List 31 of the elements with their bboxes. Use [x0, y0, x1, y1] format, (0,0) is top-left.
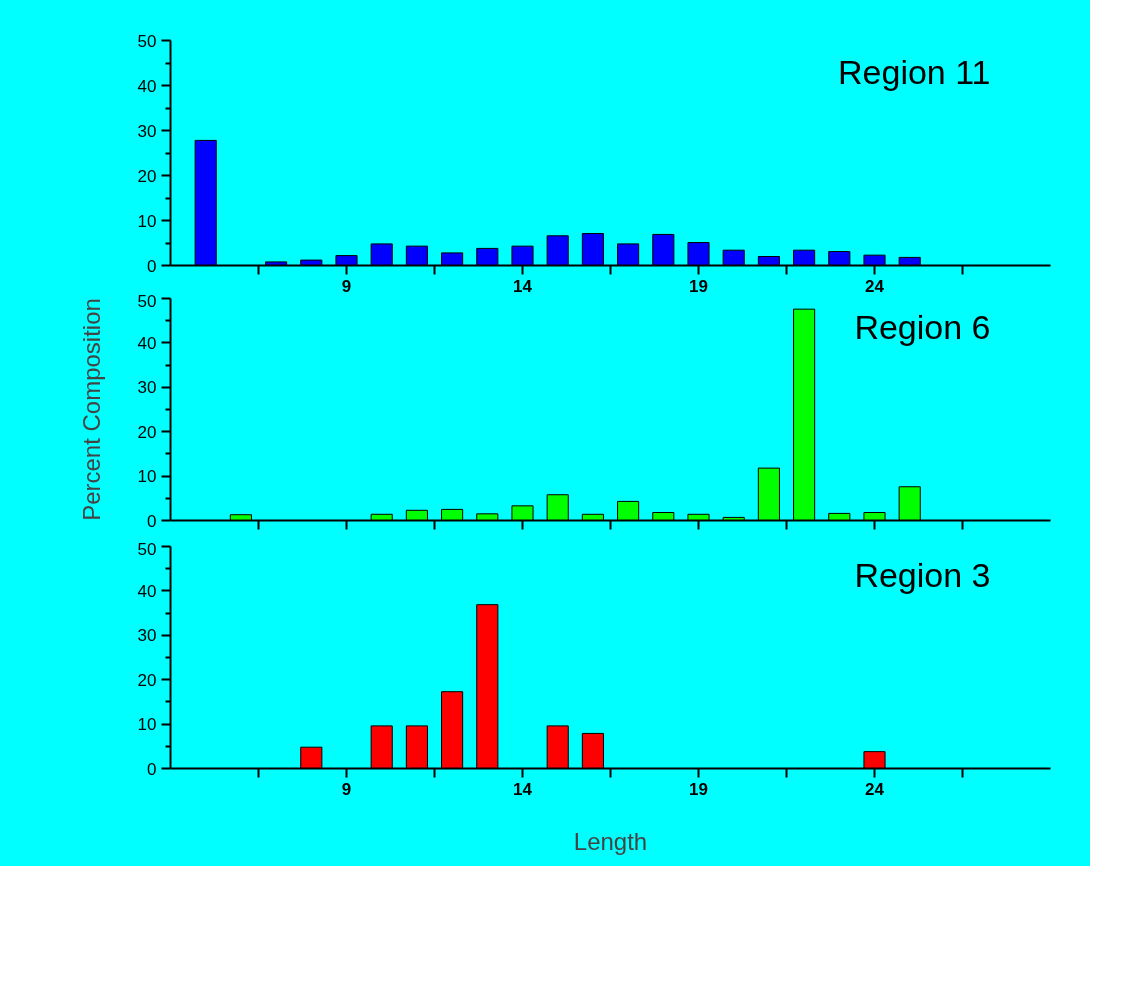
y-tick-label: 0: [147, 256, 157, 276]
annotation: Region 3: [854, 555, 991, 594]
y-tick-label: 20: [137, 670, 157, 690]
y-axis-title: Percent Composition: [77, 298, 105, 521]
y-tick-label: 30: [137, 121, 157, 141]
y-tick-label: 20: [137, 422, 157, 442]
x-tick-label: 9: [341, 276, 352, 296]
y-tick-label: 0: [147, 759, 157, 779]
x-tick-label: 19: [689, 779, 708, 799]
y-tick-label: 10: [137, 211, 157, 231]
annotation: Region 6: [854, 307, 991, 346]
x-axis-title: Length: [573, 827, 648, 855]
y-tick-label: 20: [137, 166, 157, 186]
x-tick-label: 14: [513, 276, 533, 296]
x-tick-label: 24: [865, 276, 885, 296]
y-tick-label: 40: [137, 581, 157, 601]
x-tick-label: 14: [513, 779, 533, 799]
y-tick-label: 50: [137, 539, 157, 559]
y-tick-label: 10: [137, 467, 157, 487]
y-tick-label: 50: [137, 31, 157, 51]
y-tick-label: 30: [137, 626, 157, 646]
y-tick-label: 0: [147, 511, 157, 531]
annotation: Region 11: [838, 52, 991, 91]
y-tick-label: 10: [137, 715, 157, 735]
y-tick-label: 40: [137, 76, 157, 96]
y-tick-label: 50: [137, 291, 157, 311]
x-tick-label: 9: [341, 779, 352, 799]
y-tick-label: 40: [137, 333, 157, 353]
y-tick-label: 30: [137, 378, 157, 398]
x-tick-label: 19: [689, 276, 708, 296]
x-tick-label: 24: [865, 779, 885, 799]
